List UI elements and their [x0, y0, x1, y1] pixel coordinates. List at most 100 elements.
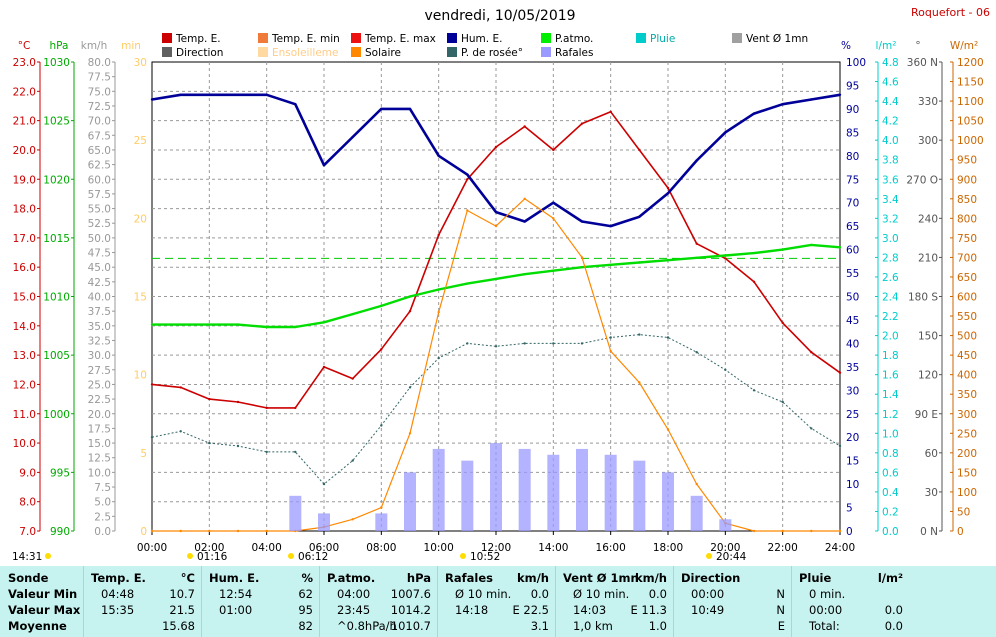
legend-label-solaire: Solaire [365, 47, 401, 59]
sun-unit-label: min [121, 40, 141, 52]
column-divider [201, 566, 202, 637]
wind-tick-label: 27.5 [88, 365, 111, 377]
series-point-p-atmo [523, 273, 526, 276]
dir-tick-label: 360 N [907, 57, 938, 69]
group-title: Rafales [445, 571, 493, 585]
x-tick-label: 12:00 [481, 542, 511, 554]
solar-tick-label: 150 [957, 467, 977, 479]
series-point-solaire [638, 381, 641, 384]
legend-swatch-ensoleilleme [258, 47, 268, 57]
press-tick-label: 1000 [43, 409, 70, 421]
series-point-hum-e [580, 220, 584, 223]
rafales-bar [604, 454, 617, 531]
legend-swatch-temp-e [162, 33, 172, 43]
wind-tick-label: 35.0 [88, 321, 111, 333]
rain-tick-label: 4.6 [882, 77, 899, 89]
legend-label-p-atmo: P.atmo. [555, 33, 593, 45]
temp-tick-label: 12.0 [13, 379, 36, 391]
temp-unit-label: °C [18, 40, 31, 52]
series-point-p-atmo [437, 288, 440, 291]
temp-tick-label: 15.0 [13, 292, 36, 304]
series-point-hum-e [466, 173, 469, 176]
series-point-solaire [380, 506, 383, 509]
rain-tick-label: 4.0 [882, 135, 899, 147]
solar-unit-label: W/m² [950, 40, 978, 52]
hum-tick-label: 15 [846, 456, 859, 468]
series-point-solaire [351, 518, 354, 521]
series-point-solaire [179, 529, 182, 533]
sun-tick-label: 15 [134, 292, 147, 304]
group-title: P.atmo. [327, 571, 376, 585]
dir-tick-label: 330 [918, 96, 938, 108]
column-divider [673, 566, 674, 637]
solar-tick-label: 1000 [957, 135, 984, 147]
x-tick-label: 16:00 [596, 542, 626, 554]
stat-time: 04:48 [101, 587, 135, 601]
series-point-p-de-ros-e [380, 424, 383, 427]
sun-icon [706, 553, 712, 559]
stat-value: 3.1 [530, 619, 549, 633]
series-point-temp-e [437, 233, 440, 237]
series-point-hum-e [523, 220, 526, 223]
legend-label-pluie: Pluie [650, 33, 675, 45]
series-point-p-atmo [265, 325, 268, 329]
series-point-hum-e [408, 107, 412, 111]
dir-tick-label: 300 [918, 135, 938, 147]
stat-value: 10.7 [169, 587, 195, 601]
solar-tick-label: 750 [957, 233, 977, 245]
rafales-bar [432, 448, 445, 531]
series-point-p-de-ros-e [494, 345, 498, 348]
wind-tick-label: 47.5 [88, 248, 111, 260]
temp-tick-label: 7.0 [19, 526, 36, 538]
series-point-p-atmo [294, 325, 297, 329]
group-unit: l/m² [877, 571, 903, 585]
wind-tick-label: 55.0 [88, 204, 111, 216]
sun-icon [460, 553, 466, 559]
wind-tick-label: 2.5 [94, 511, 111, 523]
temp-tick-label: 13.0 [13, 350, 36, 362]
series-point-hum-e [208, 93, 211, 97]
series-point-temp-e [580, 122, 584, 125]
solar-tick-label: 600 [957, 292, 977, 304]
dir-tick-label: 0 N [920, 526, 938, 538]
wind-tick-label: 30.0 [88, 350, 111, 362]
rain-tick-label: 1.4 [882, 389, 899, 401]
wind-tick-label: 60.0 [88, 174, 111, 186]
time-marker-label: 20:44 [716, 551, 747, 563]
series-point-p-de-ros-e [724, 368, 727, 371]
statistics-table: Sonde Valeur Min Valeur Max Moyenne Temp. E.… [0, 566, 996, 637]
stat-time: 00:00 [809, 603, 843, 617]
rain-tick-label: 3.2 [882, 213, 899, 225]
hum-tick-label: 75 [846, 174, 859, 186]
series-point-p-de-ros-e [752, 389, 756, 392]
series-point-p-atmo [810, 243, 813, 247]
series-point-p-atmo [150, 323, 154, 326]
wind-tick-label: 40.0 [88, 292, 111, 304]
rain-tick-label: 4.2 [882, 116, 899, 128]
dir-tick-label: 120 [918, 370, 938, 382]
rain-unit-label: l/m² [876, 40, 897, 52]
press-tick-label: 990 [50, 526, 70, 538]
wind-tick-label: 7.5 [94, 482, 111, 494]
legend-label-vent-1mn: Vent Ø 1mn [746, 33, 808, 45]
series-point-solaire [810, 529, 813, 533]
series-point-temp-e [838, 371, 842, 374]
temp-tick-label: 19.0 [13, 174, 36, 186]
sun-tick-label: 0 [140, 526, 147, 538]
legend-label-temp-e: Temp. E. [175, 33, 221, 45]
rafales-bar [662, 472, 674, 531]
series-point-hum-e [179, 93, 182, 97]
series-point-p-de-ros-e [179, 430, 182, 433]
dir-tick-label: 240 [918, 213, 938, 225]
series-point-p-de-ros-e [666, 336, 670, 339]
group-unit: km/h [634, 571, 667, 585]
series-point-temp-e [236, 400, 240, 404]
series-point-p-de-ros-e [150, 436, 154, 439]
series-point-hum-e [695, 159, 698, 162]
series-point-temp-e [781, 321, 784, 325]
series-point-temp-e [810, 351, 813, 354]
wind-tick-label: 32.5 [88, 335, 111, 347]
temp-tick-label: 17.0 [13, 233, 36, 245]
hum-tick-label: 80 [846, 151, 859, 163]
series-point-hum-e [838, 93, 842, 97]
